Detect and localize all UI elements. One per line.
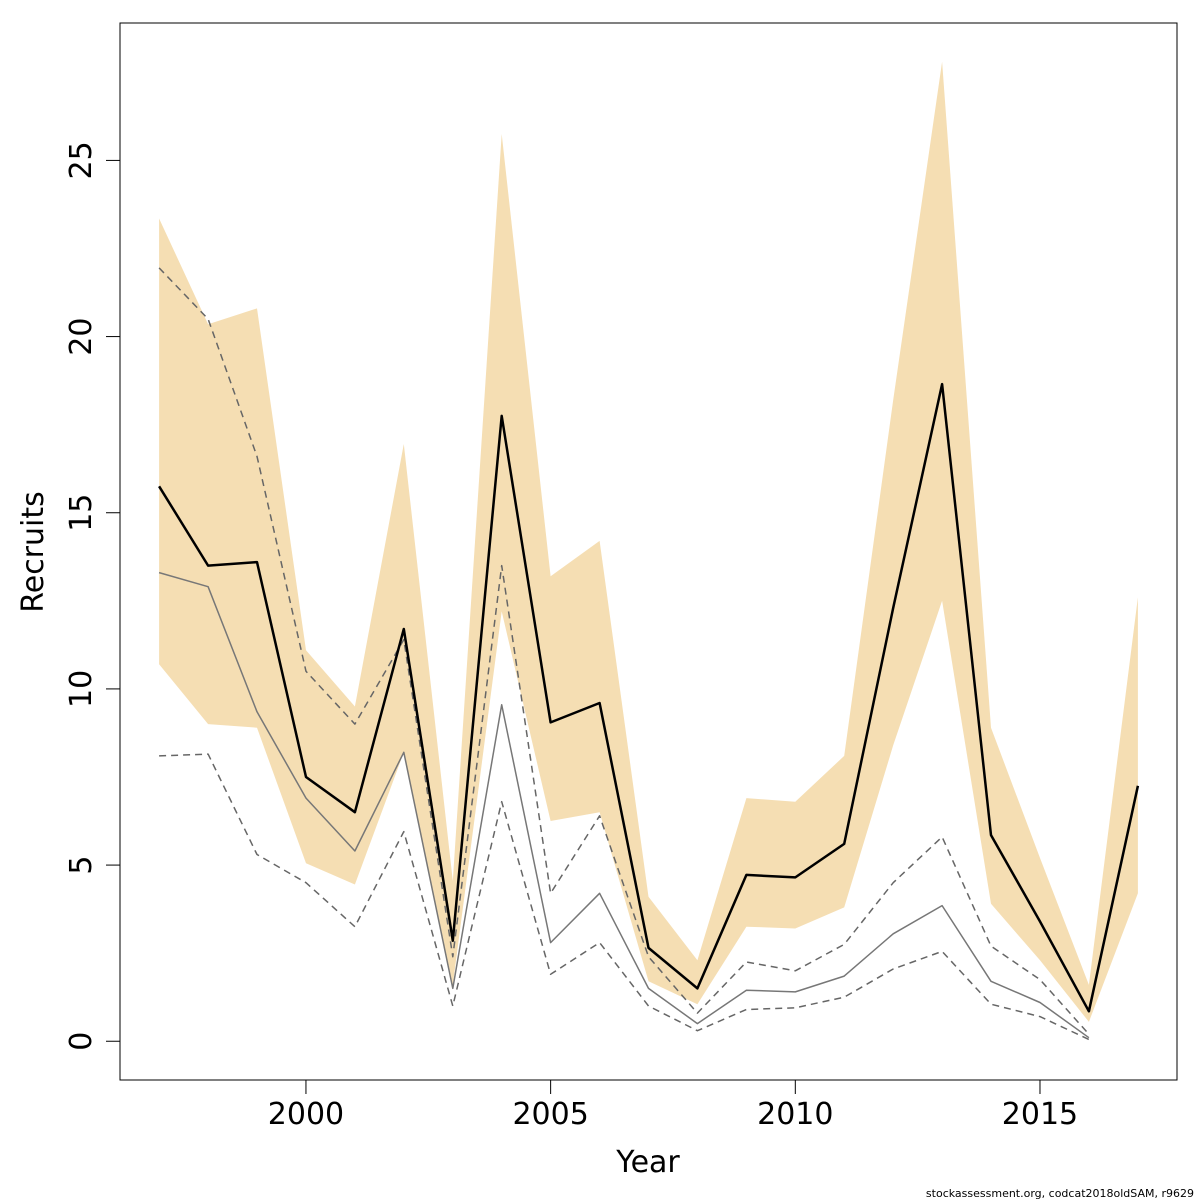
- y-axis-title: Recruits: [16, 491, 51, 613]
- x-tick-label: 2005: [512, 1097, 588, 1132]
- y-tick-label: 15: [64, 494, 99, 532]
- y-tick-label: 20: [64, 318, 99, 356]
- y-tick-label: 25: [64, 141, 99, 179]
- confidence-band: [159, 61, 1138, 1022]
- series-line-comparison-lower: [159, 753, 1090, 1041]
- series-line-comparison: [158, 571, 1090, 1039]
- x-axis: 2000 2005 2010 2015: [268, 1079, 1078, 1132]
- series-line-comparison-upper: [158, 267, 1090, 1035]
- series-line-estimate: [158, 382, 1140, 1013]
- y-axis: 0 5 10 15 20 25: [64, 141, 121, 1051]
- x-tick-label: 2010: [757, 1097, 833, 1132]
- footer-credit: stockassessment.org, codcat2018oldSAM, r…: [926, 1187, 1194, 1200]
- x-axis-title: Year: [615, 1145, 680, 1180]
- confidence-band-layer: [159, 61, 1138, 1022]
- y-tick-label: 5: [64, 856, 99, 875]
- x-tick-label: 2015: [1002, 1097, 1078, 1132]
- series-lines-layer: [158, 267, 1140, 1041]
- x-tick-label: 2000: [268, 1097, 344, 1132]
- y-tick-label: 10: [64, 670, 99, 708]
- y-tick-label: 0: [64, 1032, 99, 1051]
